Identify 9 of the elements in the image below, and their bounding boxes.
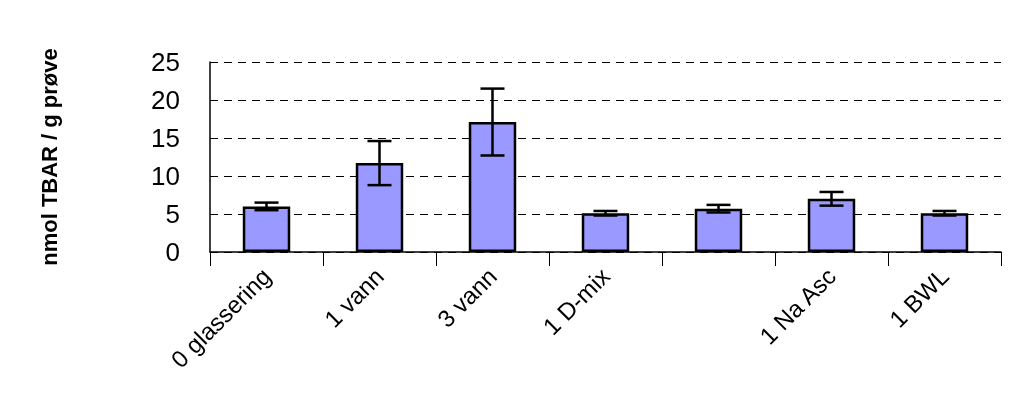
y-axis-title: nmol TBAR / g prøve xyxy=(36,48,62,266)
x-tick-label: 1 Na Asc xyxy=(754,262,842,350)
y-tick-label: 5 xyxy=(165,199,180,229)
y-tick-label: 25 xyxy=(151,47,180,77)
y-tick-label: 0 xyxy=(165,237,180,267)
x-tick-label: 1 BWL xyxy=(884,262,955,333)
y-tick-label: 10 xyxy=(151,161,180,191)
y-tick-label: 20 xyxy=(151,85,180,115)
y-tick-label: 15 xyxy=(151,123,180,153)
